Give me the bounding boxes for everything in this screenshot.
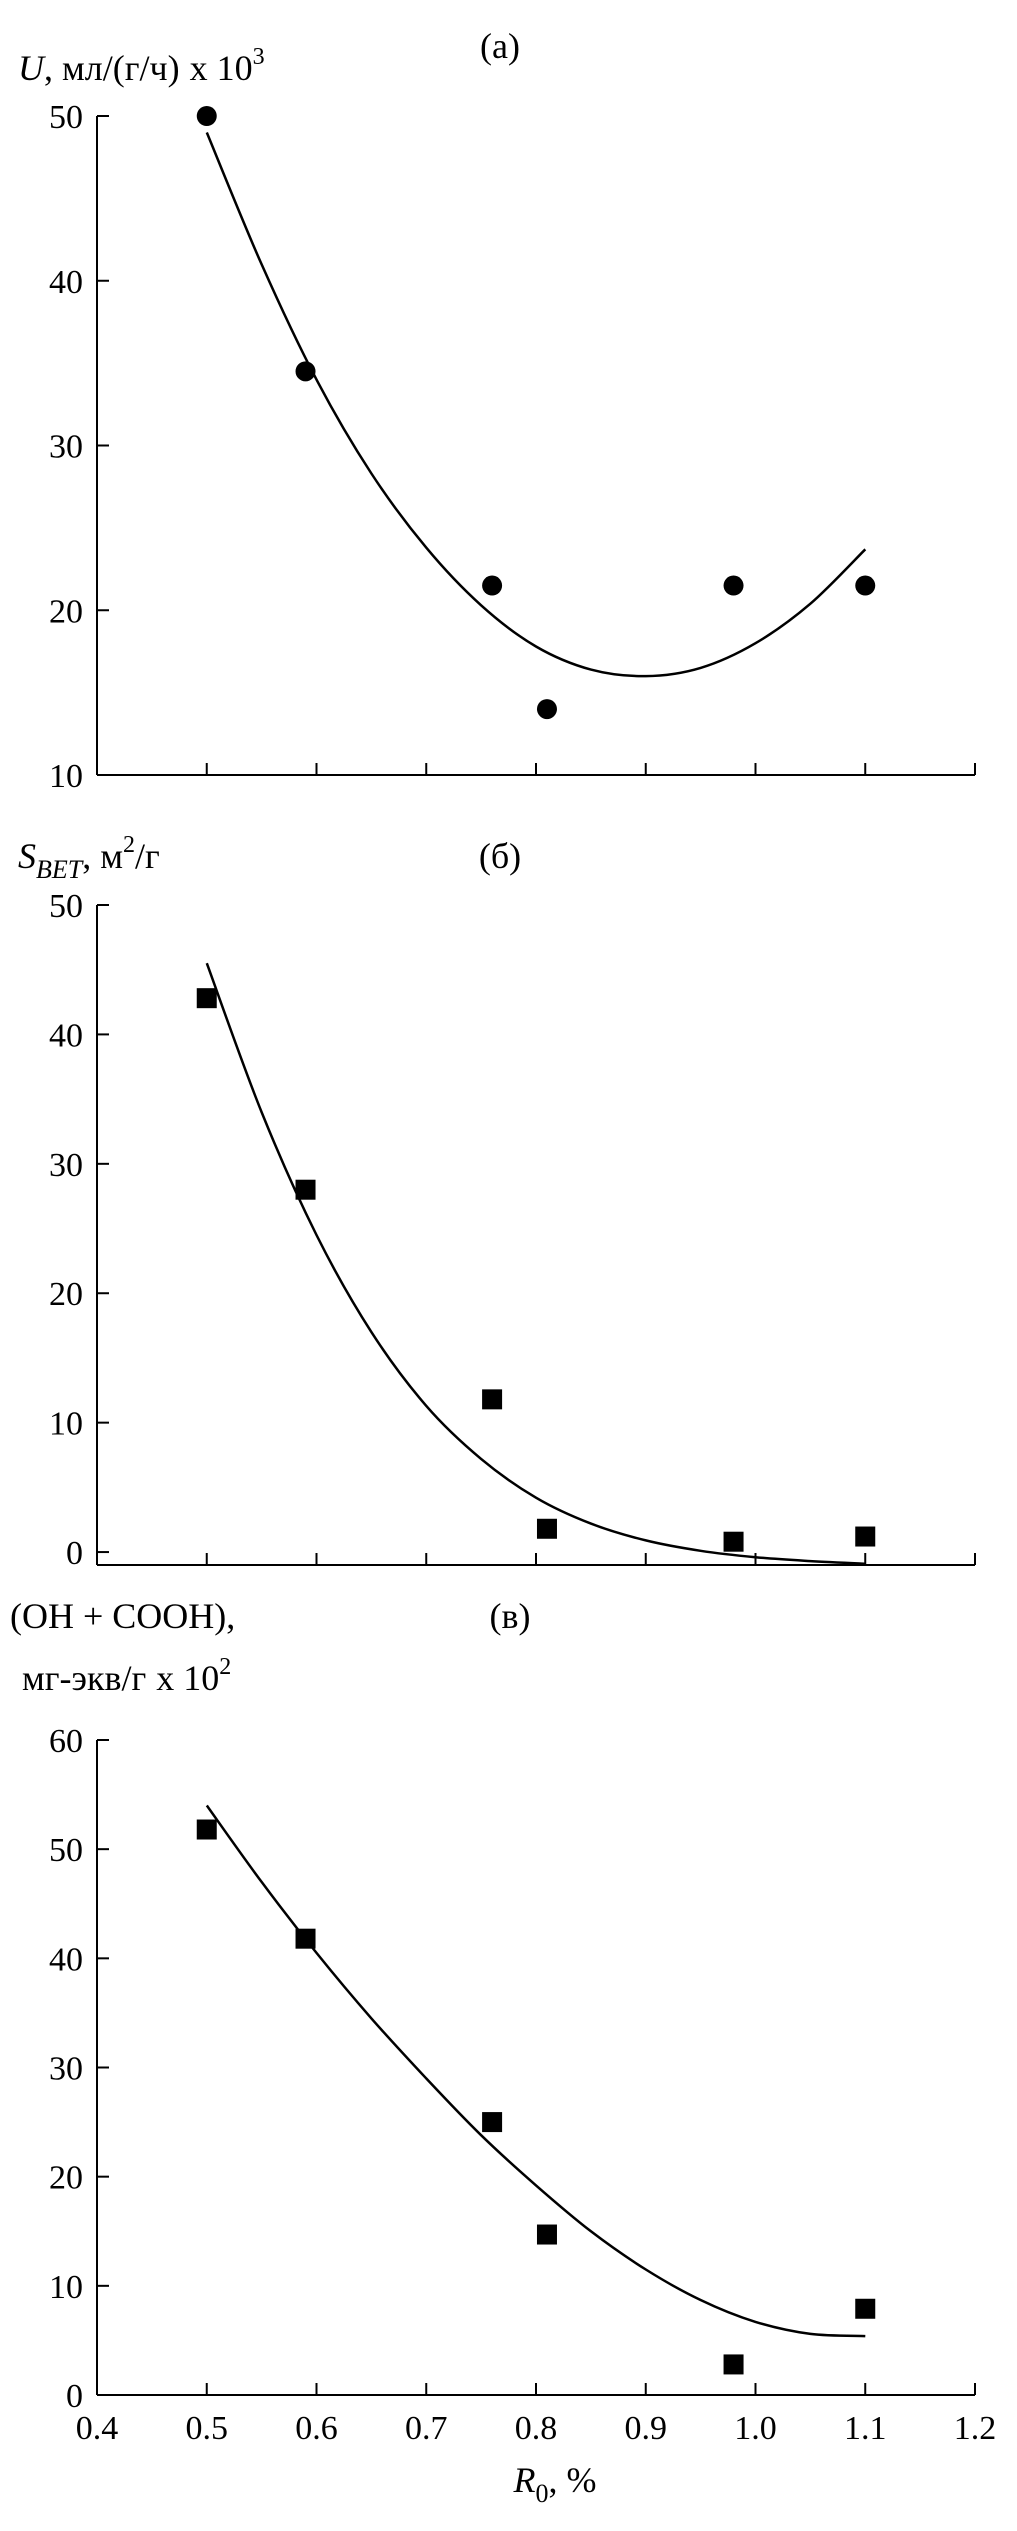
- panel-b: SBET, м2/г (б) 0 10 20 30 40 50: [18, 832, 976, 1572]
- panel-c-y-tick-label: 30: [49, 2051, 83, 2088]
- panel-c-y-tick-label: 0: [66, 2378, 83, 2415]
- x-axis-label-symbol: R: [513, 2460, 536, 2500]
- panel-a-y-tick-label: 30: [49, 429, 83, 466]
- panel-a-data-point: [855, 575, 876, 596]
- panel-c-data-point: [723, 2354, 744, 2375]
- x-axis-label: R0, %: [513, 2460, 597, 2508]
- panel-c-ylabel-line2: мг-экв/г x 102: [22, 1654, 231, 1698]
- panel-b-ylabel-subscript: BET: [36, 855, 84, 884]
- x-tick-label: 1.0: [734, 2410, 777, 2447]
- panel-b-data-point: [295, 1179, 316, 1200]
- panel-b-y-tick-label: 50: [49, 888, 83, 925]
- panel-a-tag: (а): [480, 26, 520, 66]
- panel-b-ylabel-suffix: /г: [135, 836, 160, 876]
- panel-b-ylabel: SBET, м2/г: [18, 832, 160, 884]
- x-tick-label: 0.4: [76, 2410, 119, 2447]
- panel-b-data-point: [482, 1389, 503, 1410]
- panel-a-data-point: [723, 575, 744, 596]
- panel-a-ylabel: U, мл/(г/ч) x 103: [18, 44, 265, 88]
- x-tick-label: 0.6: [295, 2410, 338, 2447]
- panel-c-plot-area: 0 10 20 30 40 50 60 0.4 0.5 0.6 0.7 0.8 0.9 1.0 1.1 1.2: [49, 1723, 996, 2447]
- panel-c-ylabel-line1: (OH + COOH),: [10, 1596, 235, 1636]
- panel-c-ylabel-unit: мг-экв/г: [22, 1658, 146, 1698]
- panel-a-y-tick-label: 10: [49, 758, 83, 795]
- panel-a-plot-area: 10 20 30 40 50: [49, 99, 976, 795]
- panel-c-data-point: [482, 2112, 503, 2133]
- panel-a-data-point: [536, 699, 557, 720]
- panel-b-ylabel-exponent: 2: [123, 832, 135, 858]
- panel-c: (OH + COOH), мг-экв/г x 102 (в) 010203040…: [10, 1596, 996, 2508]
- panel-c-tag: (в): [490, 1596, 531, 1636]
- panel-a-y-tick-label: 40: [49, 264, 83, 301]
- x-axis-label-unit: , %: [549, 2460, 597, 2500]
- panel-c-y-tick-label: 50: [49, 1832, 83, 1869]
- panel-c-ylabel-multiplier: x 10: [156, 1658, 219, 1698]
- panel-a-data-point: [482, 575, 503, 596]
- panel-c-y-tick-label: 40: [49, 1941, 83, 1978]
- panel-b-y-tick-label: 0: [66, 1535, 83, 1572]
- panel-a-ylabel-symbol: U: [18, 48, 46, 88]
- panel-a-fit-curve: [205, 132, 867, 678]
- panel-b-y-tick-label: 30: [49, 1147, 83, 1184]
- panel-b-ylabel-unit: , м: [82, 836, 123, 876]
- panel-c-y-tick-label: 10: [49, 2269, 83, 2306]
- panel-c-data-point: [295, 1928, 316, 1949]
- panel-c-ylabel-exponent: 2: [219, 1654, 231, 1680]
- x-tick-label: 1.1: [844, 2410, 887, 2447]
- panel-b-y-tick-label: 40: [49, 1017, 83, 1054]
- panel-a-data-point: [196, 106, 217, 126]
- panel-a: U, мл/(г/ч) x 103 (а) 10 20 30 40 50: [18, 26, 976, 795]
- panel-b-ylabel-symbol: S: [18, 836, 36, 876]
- panel-b-y-tick-label: 10: [49, 1406, 83, 1443]
- panel-b-y-tick-label: 20: [49, 1276, 83, 1313]
- x-tick-label: 0.7: [405, 2410, 448, 2447]
- panel-c-data-point: [536, 2224, 557, 2245]
- panel-a-data-point: [295, 361, 316, 382]
- x-tick-label: 0.8: [515, 2410, 558, 2447]
- x-axis-label-subscript: 0: [536, 2479, 549, 2508]
- panel-b-data-point: [536, 1518, 557, 1539]
- panel-b-data-point: [723, 1531, 744, 1552]
- x-tick-label: 1.2: [954, 2410, 997, 2447]
- panel-b-plot-area: 0 10 20 30 40 50: [49, 888, 976, 1572]
- panel-c-fit-curve: [205, 1804, 866, 2338]
- panel-a-ylabel-multiplier: x 10: [190, 48, 253, 88]
- panel-b-fit-curve: [205, 962, 866, 1565]
- panel-a-y-tick-label: 20: [49, 593, 83, 630]
- panel-c-y-tick-label: 60: [49, 1723, 83, 1760]
- panel-b-data-point: [855, 1526, 876, 1547]
- x-tick-label: 0.9: [625, 2410, 668, 2447]
- panel-c-y-tick-label: 20: [49, 2160, 83, 2197]
- panel-a-ylabel-exponent: 3: [253, 44, 265, 70]
- panel-b-data-point: [196, 988, 217, 1009]
- panel-a-ylabel-unit: , мл/(г/ч): [44, 48, 180, 88]
- panel-a-y-tick-label: 50: [49, 99, 83, 136]
- panel-c-data-point: [196, 1819, 217, 1840]
- x-tick-label: 0.5: [186, 2410, 229, 2447]
- panel-b-tag: (б): [479, 836, 521, 876]
- panel-c-data-point: [855, 2298, 876, 2319]
